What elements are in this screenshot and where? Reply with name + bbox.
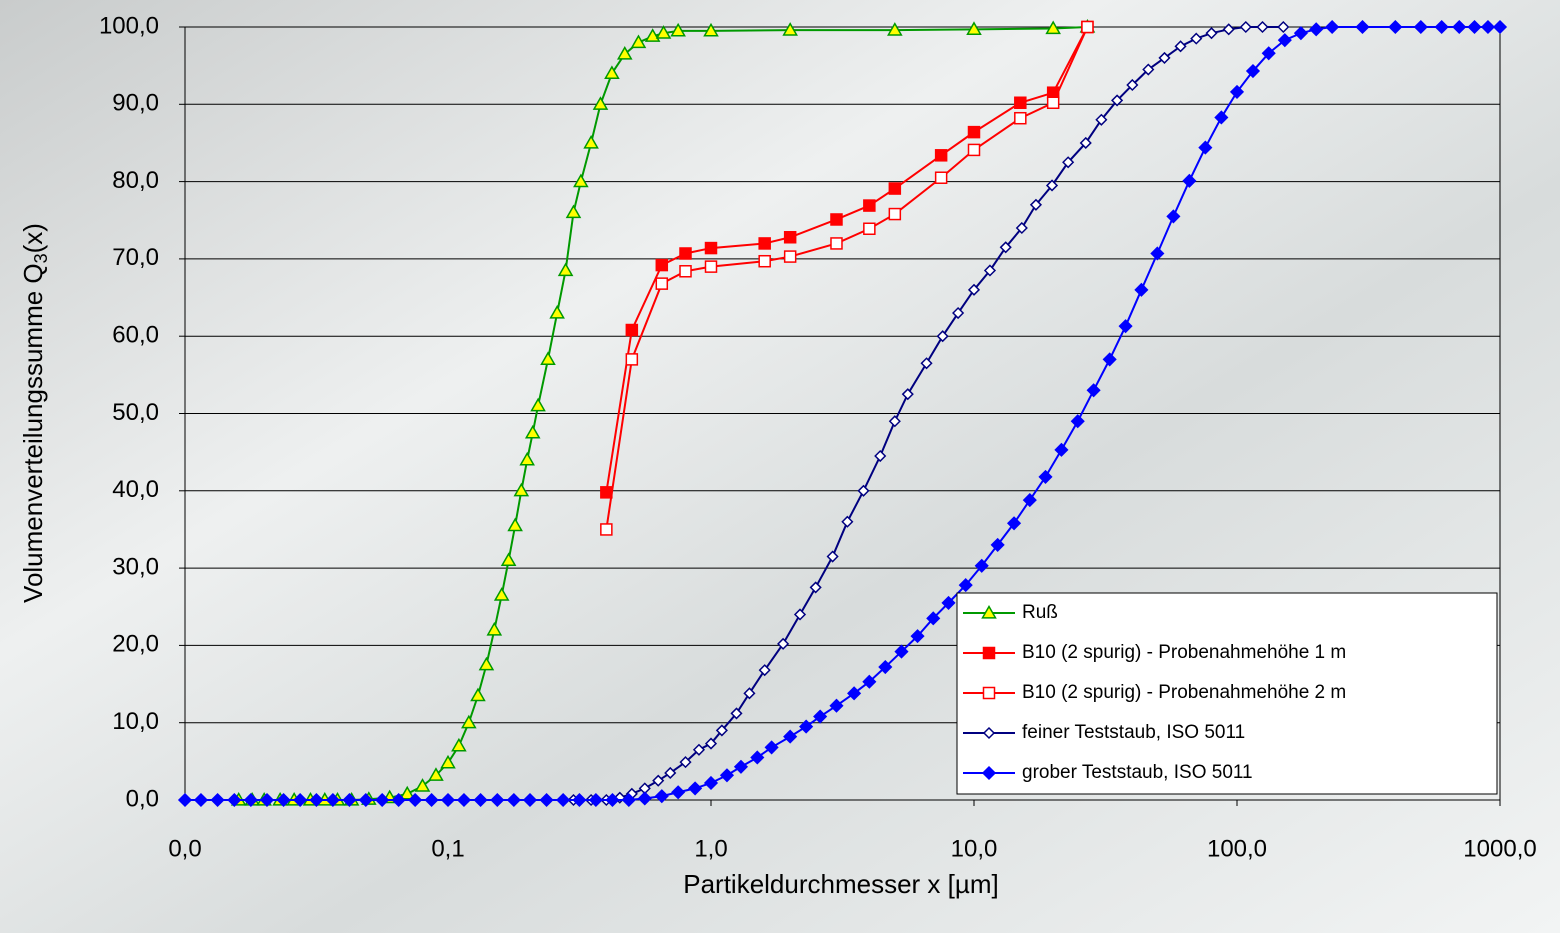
page: Partikeldurchmesser x [µm] Volumenvertei…: [0, 0, 1560, 933]
data-point: [656, 278, 667, 289]
data-point: [680, 266, 691, 277]
data-point: [831, 238, 842, 249]
data-point: [969, 127, 980, 138]
data-point: [1048, 97, 1059, 108]
legend: Ruß B10 (2 spurig) - Probenahmehöhe 1 m B1…: [957, 593, 1497, 794]
data-point: [1015, 97, 1026, 108]
data-point: [759, 256, 770, 267]
legend-label: grober Teststaub, ISO 5011: [1022, 762, 1253, 783]
data-point: [936, 150, 947, 161]
y-axis-title-end: (x): [18, 223, 48, 253]
data-point: [706, 261, 717, 272]
y-axis-title-main: Volumenverteilungssumme Q: [18, 263, 48, 603]
y-tick-label: 40,0: [112, 476, 159, 503]
data-point: [969, 144, 980, 155]
data-point: [626, 354, 637, 365]
data-point: [889, 209, 900, 220]
y-tick-label: 90,0: [112, 90, 159, 117]
data-point: [889, 183, 900, 194]
legend-label: feiner Teststaub, ISO 5011: [1022, 722, 1245, 743]
chart: Partikeldurchmesser x [µm] Volumenvertei…: [0, 0, 1560, 933]
data-point: [626, 325, 637, 336]
y-tick-label: 70,0: [112, 244, 159, 271]
legend-marker: [984, 648, 995, 659]
y-tick-label: 10,0: [112, 708, 159, 735]
data-point: [680, 248, 691, 259]
y-tick-label: 60,0: [112, 322, 159, 349]
data-point: [936, 172, 947, 183]
y-tick-label: 0,0: [126, 785, 159, 812]
y-axis-title: Volumenverteilungssumme Q3(x): [18, 223, 51, 603]
y-tick-label: 30,0: [112, 553, 159, 580]
data-point: [864, 200, 875, 211]
legend-label: Ruß: [1022, 602, 1058, 623]
x-tick-label: 100,0: [1207, 835, 1267, 862]
data-point: [1015, 113, 1026, 124]
x-tick-label: 1000,0: [1463, 835, 1536, 862]
data-point: [759, 238, 770, 249]
data-point: [864, 223, 875, 234]
x-tick-label: 0,1: [431, 835, 464, 862]
data-point: [706, 243, 717, 254]
data-point: [1082, 22, 1093, 33]
y-tick-label: 20,0: [112, 631, 159, 658]
x-tick-label: 0,0: [168, 835, 201, 862]
data-point: [785, 232, 796, 243]
x-tick-label: 10,0: [951, 835, 998, 862]
data-point: [601, 524, 612, 535]
y-tick-label: 50,0: [112, 399, 159, 426]
y-tick-label: 80,0: [112, 167, 159, 194]
x-axis-title: Partikeldurchmesser x [µm]: [683, 869, 999, 899]
x-tick-label: 1,0: [694, 835, 727, 862]
data-point: [785, 251, 796, 262]
legend-marker: [984, 688, 995, 699]
y-tick-label: 100,0: [99, 12, 159, 39]
data-point: [831, 214, 842, 225]
legend-label: B10 (2 spurig) - Probenahmehöhe 2 m: [1022, 682, 1346, 703]
y-axis-title-sub: 3: [31, 253, 51, 263]
legend-label: B10 (2 spurig) - Probenahmehöhe 1 m: [1022, 642, 1346, 663]
data-point: [656, 260, 667, 271]
data-point: [601, 487, 612, 498]
